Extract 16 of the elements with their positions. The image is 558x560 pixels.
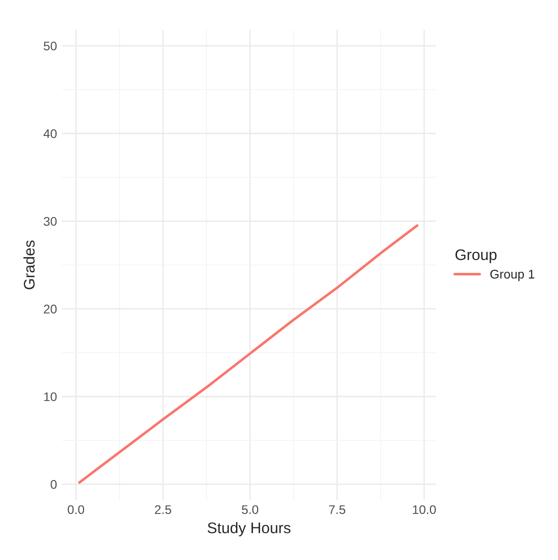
y-tick-label: 40 <box>44 129 57 138</box>
y-tick-label: 30 <box>44 216 57 226</box>
x-axis-title: Study Hours <box>208 522 290 536</box>
line-series <box>78 224 418 484</box>
x-tick-label: 10.0 <box>412 505 436 514</box>
y-tick-label: 10 <box>44 392 57 402</box>
y-tick-label: 0 <box>50 480 57 489</box>
legend-label: Group 1 <box>490 270 534 282</box>
y-tick-label: 50 <box>44 42 57 50</box>
legend-title: Group <box>456 249 497 264</box>
y-tick-label: 20 <box>44 304 57 314</box>
x-tick-label: 0.0 <box>68 505 84 514</box>
x-tick-label: 7.5 <box>329 505 346 514</box>
x-tick-label: 5.0 <box>242 505 258 514</box>
x-tick-label: 2.5 <box>154 505 172 514</box>
y-axis-title: Grades <box>23 240 35 290</box>
